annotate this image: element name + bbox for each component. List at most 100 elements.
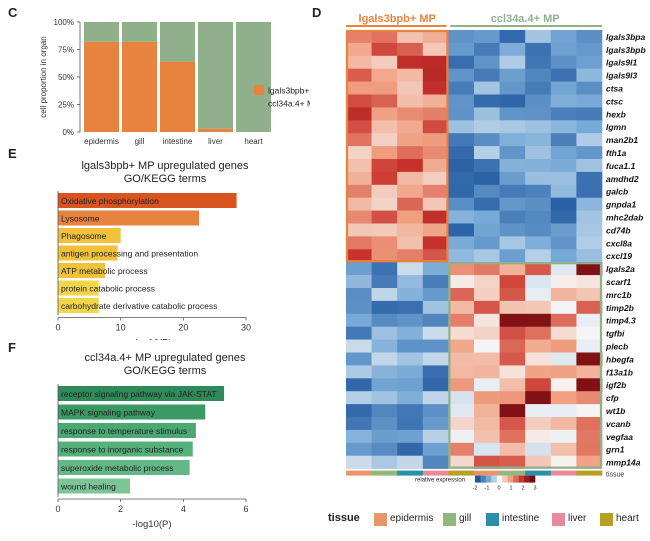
heatmap-cell [525,249,552,263]
bar-label: ATP metabolic process [61,266,148,276]
bar-label: MAPK signaling pathway [61,408,156,418]
heatmap-cell [346,120,372,134]
heatmap-cell [576,55,603,69]
bar-label: wound healing [60,482,116,492]
heatmap-cell [474,210,500,224]
heatmap-cell [576,210,603,224]
bar [58,245,118,261]
heatmap-cell [499,210,526,224]
heatmap-cell [397,42,424,57]
heatmap-cell [550,197,577,211]
heatmap-cell [397,365,424,379]
heatmap-cell [346,107,372,121]
heatmap-cell [448,455,475,469]
gene-label: plecb [605,342,628,352]
heatmap-cell [499,300,526,315]
color-legend-swatch [480,475,487,483]
heatmap-cell [371,81,398,95]
heatmap-cell [474,352,500,366]
heatmap-cell [397,146,424,160]
heatmap-cell [397,275,424,289]
heatmap-cell [346,159,372,173]
heatmap-cell [346,262,372,276]
heatmap-cell [499,171,526,186]
heatmap-cell [422,288,449,302]
heatmap-cell [576,288,603,302]
heatmap-cell [474,184,500,198]
heatmap-cell [499,197,526,211]
heatmap-cell [576,223,603,237]
heatmap-cell [422,404,449,418]
bar-label: response to temperature stimulus [61,426,187,436]
heatmap-cell [371,391,398,405]
heatmap-cell [499,249,526,263]
heatmap-cell [422,120,449,134]
tissue-legend-label-heart: heart [616,513,639,524]
heatmap-cell [474,30,500,44]
heatmap-cell [422,223,449,237]
heatmap-d: lgals3bpb+ MP ccl34a.4+ MP lgals3bpa lgals3… [345,10,646,492]
heatmap-cell [499,442,526,456]
gene-label: fuca1.1 [606,161,636,171]
block-outline-lower [448,262,603,469]
heatmap-cell [576,275,603,289]
heatmap-cell [550,249,577,263]
heatmap-cell [474,81,500,95]
heatmap-cell [525,184,552,198]
heatmap-cell [525,210,552,224]
gene-label: igf2b [606,380,626,390]
heatmap-cell [448,81,475,95]
heatmap-cell [448,378,475,392]
heatmap-cell [371,223,398,237]
heatmap-cell [525,365,552,379]
heatmap-cell [371,442,398,456]
tissue-legend-swatch-intestine [486,513,499,526]
heatmap-cell [422,210,449,224]
heatmap-cell [346,288,372,302]
heatmap-cell [422,184,449,198]
heatmap-cell [397,352,424,366]
gene-label: grn1 [605,445,625,455]
heatmap-cell [397,236,424,250]
heatmap-cell [448,300,475,315]
y-axis-label: cell proportion in organ [39,36,48,117]
heatmap-cell [448,236,475,250]
heatmap-cell [422,55,449,69]
heatmap-cell [346,417,372,431]
heatmap-cell [371,171,398,186]
heatmap-cell [422,171,449,186]
heatmap-cell [474,107,500,121]
heatmap-cell [525,313,552,327]
group2-label: ccl34a.4+ MP [491,13,560,25]
heatmap-cell [397,30,424,44]
heatmap-cell [346,339,372,353]
heatmap-cell [525,107,552,121]
heatmap-cell [474,146,500,160]
heatmap-cell [474,171,500,186]
bar-segment [122,41,157,132]
x-tick-label: 0 [55,504,60,514]
heatmap-cell [525,197,552,211]
heatmap-cell [448,159,475,173]
heatmap-cell [474,94,500,108]
heatmap-cell [397,300,424,315]
tissue-legend-label-liver: liver [568,513,587,524]
color-legend-tick: -1 [485,486,490,492]
block-outline-upper [345,29,449,263]
gene-label: mmp14a [606,458,641,468]
heatmap-cell [346,94,372,108]
heatmap-cell [550,94,577,108]
heatmap-cell [397,326,424,340]
bar-chart-f: receptor signaling pathway via JAK-STAT M… [55,384,249,530]
color-legend-swatch [529,475,536,483]
heatmap-cell [397,81,424,95]
bar [58,386,225,401]
x-tick-label: 2 [118,504,123,514]
tissue-legend-label-gill: gill [459,513,472,524]
legend-label: ccl34a.4+ MP [268,99,310,109]
tissue-legend-swatch-epidermis [374,513,387,526]
gene-label: lgmn [606,122,626,132]
heatmap-cell [397,262,424,276]
heatmap-cell [474,275,500,289]
heatmap-cell [371,417,398,431]
